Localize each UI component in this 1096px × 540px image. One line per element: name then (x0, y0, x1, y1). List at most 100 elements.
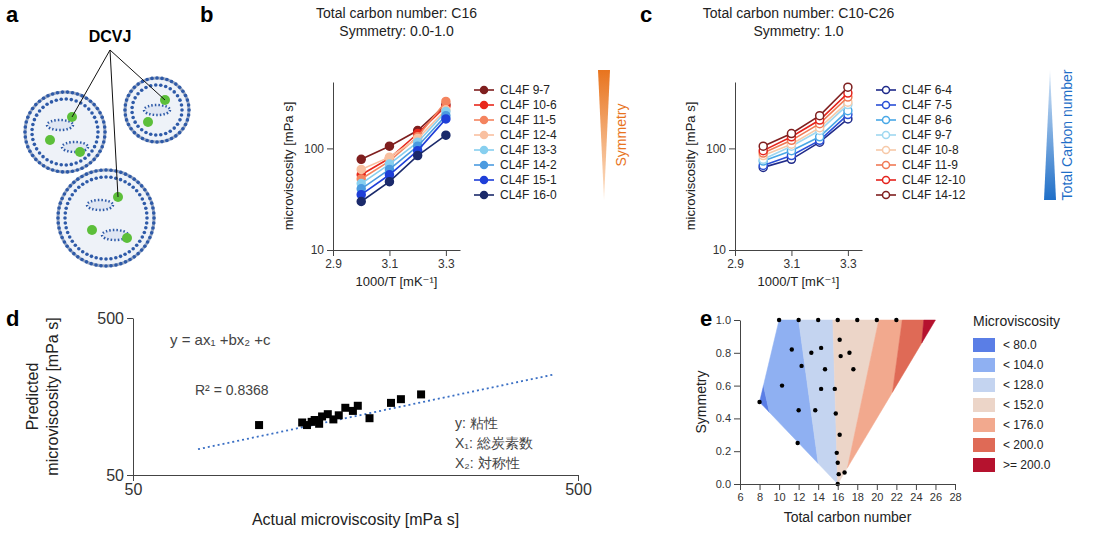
point (835, 451, 839, 455)
point (414, 152, 422, 160)
lipid-head (174, 82, 178, 86)
series-line (361, 116, 446, 189)
tick-mark (740, 484, 741, 490)
point (796, 318, 800, 322)
legend-label: CL4F 6-4 (902, 83, 952, 97)
lipid-head (160, 77, 164, 81)
lipid-head (77, 247, 81, 251)
legend-marker (883, 132, 890, 139)
lipid-head (85, 164, 89, 168)
lipid-head (85, 96, 89, 100)
lipid-head (31, 154, 35, 158)
lipid-head (181, 89, 185, 93)
lipid-head (143, 244, 147, 248)
diagram-label: DCVJ (89, 28, 132, 45)
point (796, 408, 800, 412)
point (341, 404, 349, 412)
legend-marker (883, 117, 890, 124)
lipid-head (85, 260, 89, 264)
lipid-head (154, 83, 158, 87)
lipid-head (140, 128, 144, 132)
lipid-head (104, 257, 108, 261)
point (842, 470, 846, 474)
point (366, 414, 374, 422)
lipid-head (26, 115, 30, 119)
pointer (110, 50, 165, 100)
point (833, 387, 837, 391)
tick-mark (848, 250, 849, 256)
lipid-head (119, 262, 123, 266)
tick-mark (735, 250, 736, 256)
lipid-head (187, 113, 191, 117)
legend-label: < 104.0 (1003, 358, 1044, 372)
lipid-head (71, 169, 75, 173)
tick: 500 (97, 310, 133, 327)
lipid-head (178, 131, 182, 135)
plot-area (759, 83, 852, 171)
point (777, 318, 781, 322)
tick-label: 2.9 (325, 257, 342, 271)
tick: 3.3 (840, 250, 857, 271)
lipid-head (152, 216, 156, 220)
tick: 22 (891, 484, 903, 503)
lipid-head (63, 221, 67, 225)
tick-mark (734, 353, 740, 354)
lipid-head (99, 257, 103, 261)
lipid-head (54, 162, 58, 166)
lipid-head (131, 116, 135, 120)
lipid-head (76, 92, 80, 96)
lipid-head (136, 252, 140, 256)
lipid-head (51, 168, 55, 172)
lipid-head (56, 221, 60, 225)
lipid-head (109, 175, 113, 179)
point (357, 198, 365, 206)
tick-label: 12 (793, 491, 805, 503)
legend-label: CL4F 12-4 (500, 128, 557, 142)
lipid-head (90, 149, 94, 153)
lipid-head (180, 113, 184, 117)
legend-swatch (973, 458, 995, 472)
lipid-head (141, 137, 145, 141)
tick-mark (333, 250, 334, 256)
point (823, 367, 827, 371)
lipid-head (178, 86, 182, 90)
panel-scatter: 5050050500y = ax₁ +bx₂ +cR² = 0.8368y: 粘… (6, 306, 592, 528)
legend-marker (883, 147, 890, 154)
point (757, 400, 761, 404)
axis-line (735, 83, 736, 251)
lipid-head (92, 158, 96, 162)
lipid-head (50, 160, 54, 164)
indicator-label: Total Carbon number (1059, 69, 1075, 200)
tick-label: 1.0 (716, 314, 731, 326)
legend-label: CL4F 10-6 (500, 98, 557, 112)
tick: 26 (930, 484, 942, 503)
legend-marker (883, 192, 890, 199)
lipid-head (155, 76, 159, 80)
point (787, 130, 795, 138)
lipid-head (33, 118, 37, 122)
legend-label: < 80.0 (1003, 338, 1037, 352)
legend-marker (481, 162, 488, 169)
point (315, 420, 323, 428)
legend-marker (883, 177, 890, 184)
point (844, 83, 852, 91)
tick: 100 (706, 142, 735, 156)
tick-label: 500 (565, 481, 592, 498)
lipid-head (45, 158, 49, 162)
tick-label: 18 (852, 491, 864, 503)
lipid-head (66, 90, 70, 94)
lipid-head (34, 103, 38, 107)
lipid-head (41, 106, 45, 110)
tick: 0.0 (716, 478, 740, 490)
legend-title: Microviscosity (973, 313, 1060, 329)
point (354, 402, 362, 410)
lipid-head (94, 169, 98, 173)
lipid-head (24, 125, 28, 129)
lipid-head (76, 168, 80, 172)
tick-mark (791, 250, 792, 256)
tick: 3.1 (382, 250, 399, 271)
lipid-head (132, 177, 136, 181)
point (834, 411, 838, 415)
indicator-bar (598, 70, 610, 200)
lipid-head (80, 166, 84, 170)
